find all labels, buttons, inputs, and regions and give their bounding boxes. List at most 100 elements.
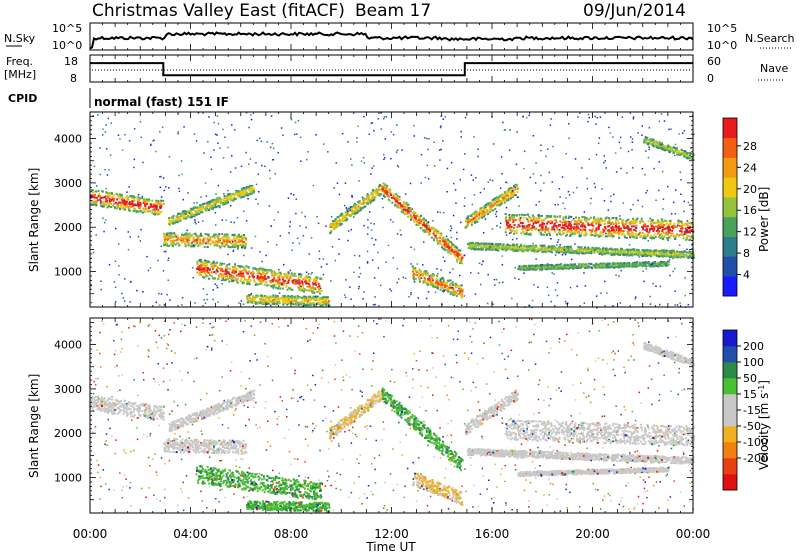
range-cell [599, 231, 602, 233]
range-cell [271, 270, 274, 273]
range-cell [239, 280, 242, 283]
range-cell [278, 302, 281, 305]
range-cell [633, 229, 636, 231]
range-cell [677, 251, 680, 254]
range-cell [342, 216, 345, 219]
range-cell [647, 264, 650, 267]
range-cell [271, 274, 273, 277]
range-cell [471, 219, 474, 221]
range-cell [268, 298, 271, 301]
range-cell [210, 275, 213, 278]
range-cell [574, 220, 576, 223]
range-cell [436, 229, 438, 232]
range-cell [572, 227, 575, 230]
range-cell [450, 249, 453, 252]
range-cell [274, 299, 277, 302]
range-cell [499, 200, 502, 202]
range-cell [164, 243, 167, 246]
range-cell [481, 214, 484, 217]
range-cell [626, 248, 629, 251]
range-cell [644, 223, 647, 226]
range-cell [578, 234, 581, 237]
range-cell [391, 196, 393, 199]
range-cell [163, 244, 166, 247]
range-cell [258, 271, 261, 274]
range-cell [102, 205, 105, 208]
range-cell [302, 285, 305, 288]
range-cell [188, 235, 190, 238]
range-cell [147, 198, 150, 201]
range-cell [657, 227, 660, 230]
range-cell [168, 237, 171, 239]
range-cell [619, 217, 622, 220]
range-cell [590, 222, 593, 225]
range-cell [238, 270, 241, 273]
range-cell [460, 293, 463, 296]
range-cell [350, 210, 353, 213]
range-cell [407, 210, 410, 213]
range-cell [446, 287, 449, 290]
range-cell [189, 236, 192, 239]
range-cell [672, 227, 675, 230]
range-cell [433, 229, 436, 231]
range-cell [636, 248, 638, 251]
range-cell [244, 189, 247, 192]
range-cell [232, 267, 235, 270]
range-cell [234, 239, 237, 242]
range-cell [315, 276, 318, 279]
range-cell [428, 228, 431, 231]
range-cell [450, 244, 453, 247]
range-cell [511, 187, 514, 190]
range-cell [663, 224, 666, 227]
range-cell [541, 214, 543, 217]
range-cell [243, 233, 245, 236]
range-cell [197, 208, 200, 211]
range-cell [592, 220, 595, 223]
range-cell [617, 230, 620, 233]
range-cell [199, 264, 202, 267]
range-cell [426, 226, 429, 229]
range-cell [340, 214, 343, 216]
range-cell [377, 193, 380, 196]
range-cell [443, 281, 445, 284]
range-cell [516, 244, 519, 247]
range-cell [141, 211, 144, 214]
range-cell [247, 281, 250, 284]
range-cell [497, 244, 500, 247]
range-cell [298, 279, 301, 282]
range-cell [668, 250, 671, 253]
range-cell [111, 204, 114, 207]
range-cell [216, 242, 219, 245]
range-cell [294, 297, 297, 300]
range-cell [527, 225, 530, 228]
range-cell [206, 204, 209, 207]
range-cell [215, 272, 218, 275]
range-cell [687, 221, 690, 224]
range-cell [398, 198, 401, 201]
range-cell [507, 197, 510, 200]
range-cell [494, 243, 497, 246]
range-cell [151, 211, 154, 214]
range-cell [113, 194, 116, 197]
range-cell [568, 227, 571, 230]
range-cell [200, 274, 203, 276]
range-cell [662, 231, 665, 234]
range-cell [583, 234, 586, 237]
range-cell [657, 250, 660, 253]
range-cell [188, 232, 191, 235]
range-cell [470, 244, 473, 247]
range-cell [357, 200, 360, 203]
range-cell [629, 220, 632, 223]
range-cell [685, 223, 688, 226]
range-cell [191, 212, 194, 215]
range-cell [478, 244, 481, 246]
range-cell [226, 238, 228, 241]
range-cell [192, 237, 195, 240]
range-cell [494, 245, 497, 248]
range-cell [476, 248, 479, 251]
range-cell [518, 225, 521, 228]
range-cell [565, 222, 568, 225]
range-cell [456, 254, 459, 257]
range-cell [426, 283, 429, 286]
range-cell [176, 234, 179, 237]
